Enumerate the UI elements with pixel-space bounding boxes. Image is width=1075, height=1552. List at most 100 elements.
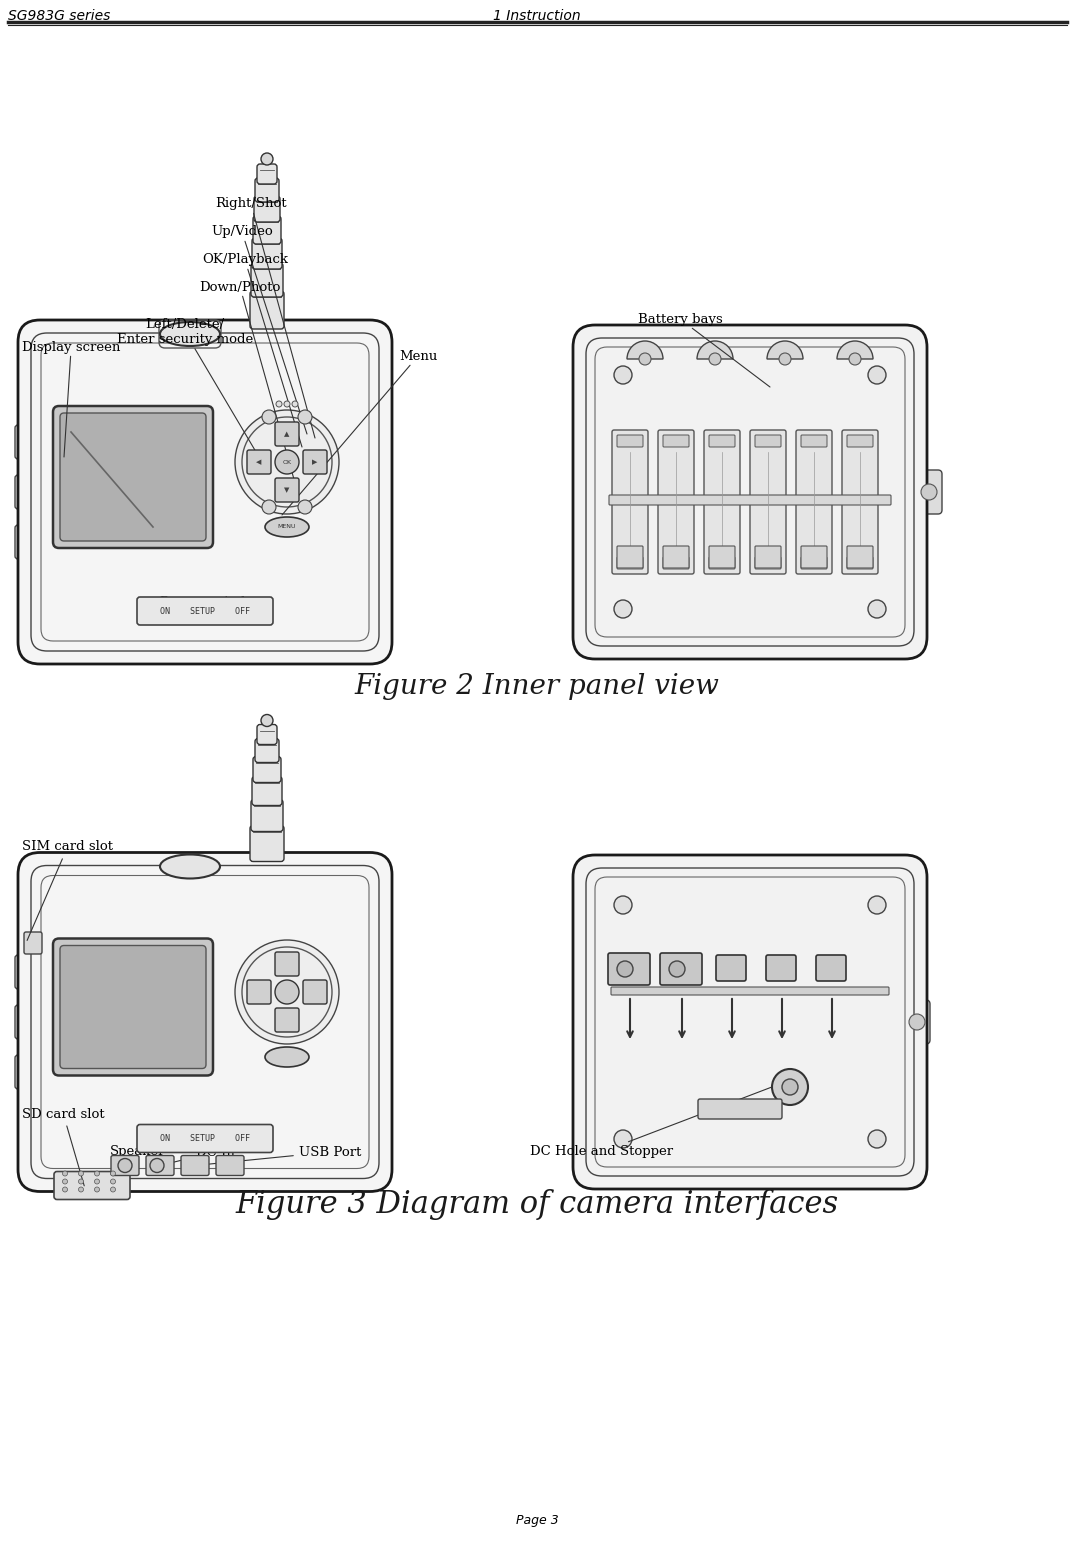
Circle shape: [710, 352, 721, 365]
FancyBboxPatch shape: [710, 435, 735, 447]
FancyBboxPatch shape: [15, 1055, 43, 1090]
Text: ON    SETUP    OFF: ON SETUP OFF: [160, 1135, 250, 1142]
FancyBboxPatch shape: [611, 987, 889, 995]
FancyBboxPatch shape: [255, 178, 280, 202]
Circle shape: [78, 1172, 84, 1176]
Circle shape: [111, 1187, 115, 1192]
FancyBboxPatch shape: [24, 933, 42, 954]
Circle shape: [614, 1130, 632, 1148]
FancyBboxPatch shape: [275, 1007, 299, 1032]
Circle shape: [62, 1180, 68, 1184]
FancyBboxPatch shape: [663, 557, 689, 570]
Circle shape: [614, 896, 632, 914]
Circle shape: [276, 400, 282, 407]
FancyBboxPatch shape: [275, 951, 299, 976]
Circle shape: [62, 1172, 68, 1176]
Text: DC Hole and Stopper: DC Hole and Stopper: [530, 1083, 783, 1158]
Circle shape: [614, 366, 632, 383]
FancyBboxPatch shape: [801, 557, 827, 570]
FancyBboxPatch shape: [617, 557, 643, 570]
FancyBboxPatch shape: [367, 996, 391, 1024]
Text: Page 3: Page 3: [516, 1515, 558, 1527]
FancyBboxPatch shape: [137, 1125, 273, 1153]
FancyBboxPatch shape: [716, 954, 746, 981]
FancyBboxPatch shape: [842, 430, 878, 574]
FancyBboxPatch shape: [18, 852, 392, 1192]
FancyBboxPatch shape: [766, 954, 795, 981]
Text: Display screen: Display screen: [22, 340, 120, 456]
FancyBboxPatch shape: [250, 826, 284, 861]
Text: OK/Playback: OK/Playback: [202, 253, 302, 447]
FancyBboxPatch shape: [608, 953, 650, 986]
Wedge shape: [697, 341, 733, 359]
FancyBboxPatch shape: [916, 470, 942, 514]
FancyBboxPatch shape: [15, 475, 43, 509]
FancyBboxPatch shape: [60, 413, 206, 542]
FancyBboxPatch shape: [904, 999, 930, 1044]
Circle shape: [868, 896, 886, 914]
Text: Right/Shot: Right/Shot: [215, 197, 315, 438]
Text: ▶: ▶: [313, 459, 318, 466]
FancyBboxPatch shape: [573, 324, 927, 660]
Circle shape: [151, 1158, 164, 1172]
FancyBboxPatch shape: [250, 262, 283, 296]
FancyBboxPatch shape: [755, 546, 782, 568]
FancyBboxPatch shape: [663, 546, 689, 568]
FancyBboxPatch shape: [255, 739, 280, 762]
FancyBboxPatch shape: [247, 450, 271, 473]
Text: SG983G series: SG983G series: [8, 9, 111, 23]
Circle shape: [292, 400, 298, 407]
FancyBboxPatch shape: [137, 598, 273, 625]
FancyBboxPatch shape: [257, 725, 277, 745]
Circle shape: [78, 1187, 84, 1192]
Text: Figure 2 Inner panel view: Figure 2 Inner panel view: [355, 674, 719, 700]
FancyBboxPatch shape: [53, 939, 213, 1076]
Circle shape: [779, 352, 791, 365]
Text: Down/Photo: Down/Photo: [199, 281, 297, 490]
Circle shape: [111, 1172, 115, 1176]
FancyBboxPatch shape: [367, 1037, 391, 1065]
Circle shape: [868, 601, 886, 618]
Circle shape: [669, 961, 685, 978]
Circle shape: [62, 1187, 68, 1192]
FancyBboxPatch shape: [15, 1006, 43, 1038]
FancyBboxPatch shape: [847, 546, 873, 568]
FancyBboxPatch shape: [253, 756, 281, 782]
Ellipse shape: [160, 855, 220, 878]
Circle shape: [298, 410, 312, 424]
Wedge shape: [766, 341, 803, 359]
FancyBboxPatch shape: [755, 557, 782, 570]
Circle shape: [235, 941, 339, 1044]
Text: Battery bays: Battery bays: [637, 312, 770, 386]
Circle shape: [111, 1180, 115, 1184]
FancyBboxPatch shape: [111, 1156, 139, 1175]
FancyBboxPatch shape: [181, 1156, 209, 1175]
FancyBboxPatch shape: [216, 1156, 244, 1175]
Wedge shape: [837, 341, 873, 359]
Text: Up/Video: Up/Video: [211, 225, 307, 435]
Circle shape: [78, 1180, 84, 1184]
Circle shape: [235, 410, 339, 514]
FancyBboxPatch shape: [801, 435, 827, 447]
Circle shape: [868, 366, 886, 383]
FancyBboxPatch shape: [60, 945, 206, 1068]
FancyBboxPatch shape: [847, 435, 873, 447]
FancyBboxPatch shape: [698, 1099, 782, 1119]
FancyBboxPatch shape: [617, 435, 643, 447]
FancyBboxPatch shape: [367, 467, 391, 495]
FancyBboxPatch shape: [816, 954, 846, 981]
FancyBboxPatch shape: [15, 525, 43, 559]
FancyBboxPatch shape: [303, 450, 327, 473]
FancyBboxPatch shape: [54, 1172, 130, 1200]
Text: ON    SETUP    OFF: ON SETUP OFF: [160, 607, 250, 616]
Wedge shape: [627, 341, 663, 359]
Text: Power switch: Power switch: [160, 596, 249, 618]
Text: 1 Instruction: 1 Instruction: [493, 9, 580, 23]
Circle shape: [284, 400, 290, 407]
FancyBboxPatch shape: [367, 508, 391, 535]
FancyBboxPatch shape: [660, 953, 702, 986]
FancyBboxPatch shape: [15, 425, 43, 459]
Circle shape: [275, 979, 299, 1004]
Text: OK: OK: [283, 459, 291, 464]
FancyBboxPatch shape: [610, 495, 891, 504]
